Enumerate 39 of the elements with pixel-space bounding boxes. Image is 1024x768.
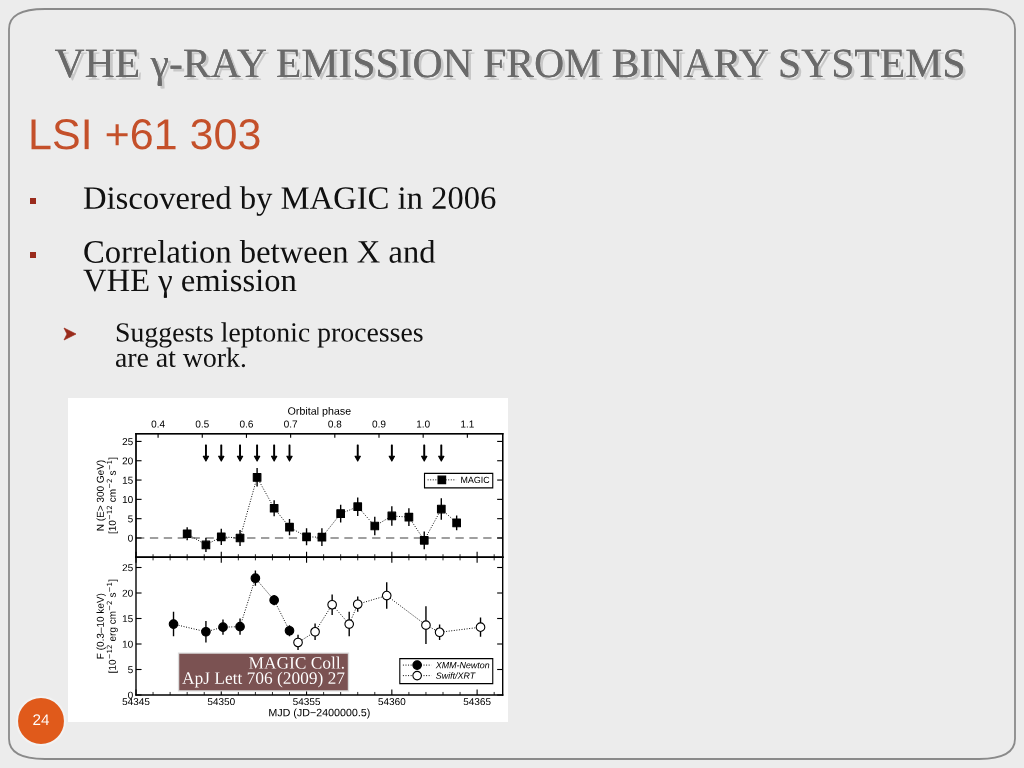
text: Suggests leptonic processes are at work. [115,322,423,368]
y-tick-label: 5 [128,515,133,523]
legend-label: Swift/XRT [436,672,476,679]
annotation: MAGIC Coll. ApJ Lett 706 (2009) 27 [182,656,345,688]
y-tick-label: 10 [122,496,133,504]
text: Correlation between X and VHE γ emission [83,239,436,299]
y-axis-title: N (E> 300 GeV) [10$^{−12}$ cm$^{−2}$ s$^{−1}$] [96,457,118,534]
x2-axis-title: Orbital phase [288,406,351,417]
x2-tick-label: 1.0 [416,420,430,428]
y-tick-label: 0 [128,691,133,699]
y-tick-label: 10 [122,640,133,648]
text: 24 [33,714,50,725]
x-tick-label: 54360 [378,698,406,706]
y-tick-label: 25 [122,438,133,446]
x-tick-label: 54365 [463,698,491,706]
x2-tick-label: 0.6 [239,420,253,428]
x2-tick-label: 0.7 [284,420,298,428]
y-tick-label: 5 [128,666,133,674]
x-axis-title: MJD (JD−2400000.5) [269,708,370,719]
y-tick-label: 20 [122,589,133,597]
x-tick-label: 54350 [207,698,235,706]
legend-label: XMM-Newton [435,662,490,669]
chart-title: VHE γ-RAY EMISSION FROM BINARY SYSTEMS [55,49,966,89]
x2-tick-label: 1.1 [461,420,474,428]
legend-label: MAGIC [461,476,490,484]
x2-tick-label: 0.8 [328,420,342,428]
x-tick-label: 54355 [293,698,321,706]
y-tick-label: 20 [122,457,133,465]
chart-subtitle: LSI +61 303 [31,119,260,150]
y-tick-label: 0 [128,534,133,542]
y-tick-label: 15 [122,615,133,623]
text: Discovered by MAGIC in 2006 [83,186,496,216]
x2-tick-label: 0.9 [372,420,386,428]
x-tick-label: 54345 [122,698,150,706]
x2-tick-label: 0.5 [195,420,209,428]
y-tick-label: 25 [122,564,133,572]
x2-tick-label: 0.4 [151,420,165,428]
y-axis-title: F (0.3–10 keV) [10$^{−12}$ erg cm$^{−2}$ s$^{−1}$] [96,579,118,673]
y-tick-label: 15 [122,476,133,484]
